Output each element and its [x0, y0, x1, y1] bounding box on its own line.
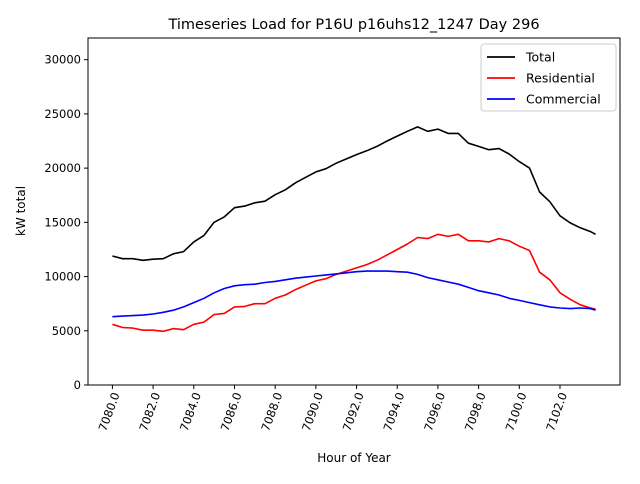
- x-tick-label: 7094.0: [380, 390, 407, 433]
- y-tick-label: 15000: [44, 215, 81, 229]
- x-tick-label: 7102.0: [543, 390, 570, 433]
- y-tick-label: 20000: [44, 161, 81, 175]
- x-tick-label: 7092.0: [340, 390, 367, 433]
- x-tick-label: 7098.0: [462, 390, 489, 433]
- y-tick-label: 10000: [44, 270, 81, 284]
- x-axis-label: Hour of Year: [317, 451, 391, 465]
- x-tick-label: 7088.0: [258, 390, 285, 433]
- x-tick-label: 7082.0: [136, 390, 163, 433]
- x-tick-label: 7084.0: [177, 390, 204, 433]
- chart-title: Timeseries Load for P16U p16uhs12_1247 D…: [167, 17, 539, 33]
- y-tick-label: 25000: [44, 107, 81, 121]
- x-tick-label: 7080.0: [96, 390, 123, 433]
- series-line-residential: [112, 233, 596, 333]
- legend-label-total: Total: [525, 50, 555, 65]
- x-tick-label: 7100.0: [502, 390, 529, 433]
- y-tick-label: 30000: [44, 53, 81, 67]
- legend-label-commercial: Commercial: [526, 92, 601, 107]
- x-tick-label: 7090.0: [299, 390, 326, 433]
- plot-frame: [87, 37, 621, 386]
- y-tick-label: 5000: [52, 324, 81, 338]
- x-tick-label: 7086.0: [218, 390, 245, 433]
- series-line-commercial: [112, 270, 596, 318]
- legend-label-residential: Residential: [526, 71, 595, 86]
- x-tick-label: 7096.0: [421, 390, 448, 433]
- legend: Total Residential Commercial: [480, 43, 617, 112]
- y-axis-label: kW total: [14, 186, 28, 236]
- y-tick-label: 0: [74, 378, 81, 392]
- series-line-total: [112, 126, 596, 262]
